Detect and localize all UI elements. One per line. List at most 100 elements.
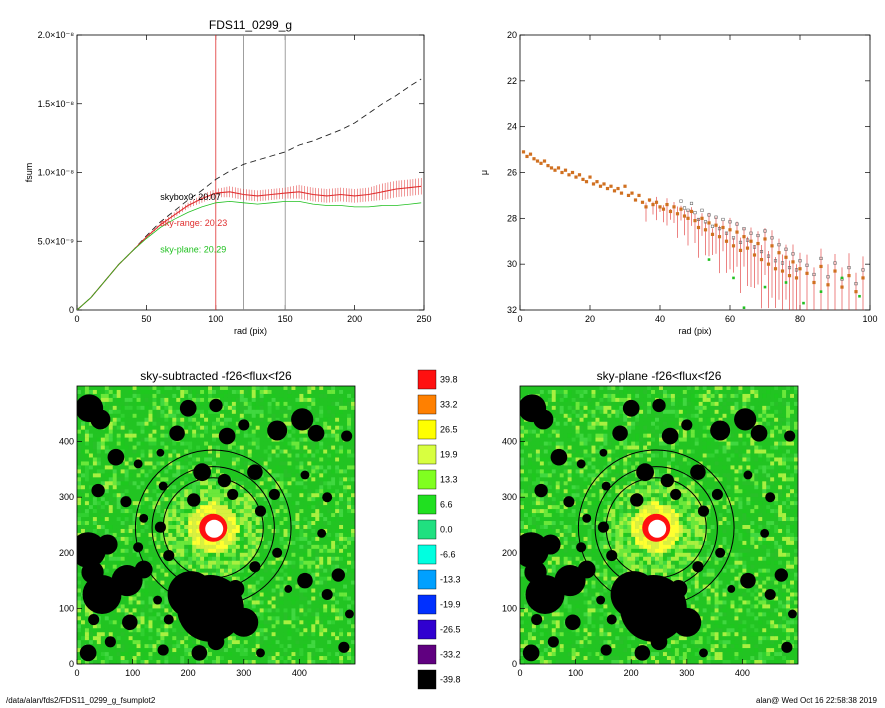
image-pixel bbox=[148, 393, 153, 399]
image-pixel bbox=[168, 580, 173, 585]
plot-area bbox=[77, 35, 422, 310]
image-pixel bbox=[148, 532, 153, 538]
data-point-sky-plane bbox=[819, 290, 823, 293]
image-pixel bbox=[227, 453, 233, 458]
image-pixel bbox=[247, 481, 252, 486]
image-pixel bbox=[331, 401, 336, 407]
image-pixel bbox=[156, 393, 161, 399]
image-pixel bbox=[295, 536, 300, 542]
image-pixel bbox=[172, 521, 177, 526]
image-pixel bbox=[223, 509, 229, 514]
image-pixel bbox=[303, 624, 308, 629]
image-pixel bbox=[283, 405, 288, 411]
image-pixel bbox=[279, 389, 284, 395]
image-pixel bbox=[156, 397, 161, 403]
image-pixel bbox=[231, 532, 237, 538]
image-pixel bbox=[331, 544, 336, 550]
image-pixel bbox=[251, 461, 256, 466]
image-pixel bbox=[311, 485, 316, 490]
image-pixel bbox=[243, 449, 248, 454]
image-pixel bbox=[239, 457, 244, 462]
image-pixel bbox=[128, 604, 133, 609]
image-pixel bbox=[148, 580, 153, 585]
image-pixel bbox=[291, 568, 296, 573]
image-pixel bbox=[180, 528, 185, 534]
image-pixel bbox=[80, 517, 86, 522]
image-pixel bbox=[92, 386, 98, 391]
image-pixel bbox=[124, 389, 129, 395]
image-pixel bbox=[180, 437, 185, 442]
image-pixel bbox=[188, 417, 193, 422]
image-pixel bbox=[108, 552, 113, 557]
image-pixel bbox=[327, 441, 332, 446]
image-pixel bbox=[152, 636, 157, 641]
image-pixel bbox=[152, 572, 157, 577]
image-pixel bbox=[323, 445, 328, 450]
image-pixel bbox=[311, 640, 316, 645]
image-pixel bbox=[77, 584, 82, 589]
image-pixel bbox=[116, 521, 121, 526]
image-pixel bbox=[287, 501, 292, 506]
image-pixel bbox=[275, 652, 280, 657]
image-pixel bbox=[168, 497, 173, 502]
image-pixel bbox=[200, 505, 205, 510]
image-pixel bbox=[84, 620, 90, 625]
image-pixel bbox=[259, 656, 264, 661]
image-pixel bbox=[156, 660, 161, 664]
image-pixel bbox=[204, 497, 209, 502]
image-pixel bbox=[303, 544, 308, 550]
image-pixel bbox=[299, 489, 304, 494]
image-pixel bbox=[216, 493, 221, 498]
image-pixel bbox=[219, 461, 225, 466]
image-pixel bbox=[184, 425, 189, 430]
image-pixel bbox=[287, 596, 292, 601]
image-pixel bbox=[176, 405, 181, 411]
image-pixel bbox=[271, 525, 276, 530]
image-pixel bbox=[172, 457, 177, 462]
image-pixel bbox=[303, 592, 308, 597]
image-pixel bbox=[208, 386, 213, 391]
image-pixel bbox=[219, 413, 225, 418]
y-tick-label: 2.0×10⁻⁸ bbox=[38, 30, 75, 40]
image-pixel bbox=[152, 616, 157, 621]
image-pixel bbox=[77, 620, 82, 625]
image-pixel bbox=[176, 393, 181, 399]
image-pixel bbox=[152, 493, 157, 498]
image-pixel bbox=[223, 413, 229, 418]
image-pixel bbox=[116, 540, 121, 546]
image-pixel bbox=[295, 461, 300, 466]
image-pixel bbox=[112, 632, 117, 637]
image-pixel bbox=[331, 509, 336, 514]
image-pixel bbox=[164, 560, 169, 565]
image-pixel bbox=[283, 652, 288, 657]
image-pixel bbox=[88, 628, 94, 633]
image-pixel bbox=[235, 485, 241, 490]
image-pixel bbox=[212, 445, 217, 450]
image-pixel bbox=[235, 517, 241, 522]
image-pixel bbox=[100, 648, 105, 653]
image-pixel bbox=[331, 493, 336, 498]
image-pixel bbox=[259, 568, 264, 573]
image-pixel bbox=[223, 652, 229, 657]
image-pixel bbox=[116, 656, 121, 661]
image-pixel bbox=[156, 445, 161, 450]
image-pixel bbox=[271, 401, 276, 407]
image-pixel bbox=[255, 572, 260, 577]
image-pixel bbox=[192, 560, 197, 565]
image-pixel bbox=[140, 556, 145, 561]
image-pixel bbox=[204, 481, 209, 486]
image-pixel bbox=[283, 648, 288, 653]
image-pixel bbox=[96, 457, 102, 462]
image-pixel bbox=[128, 493, 133, 498]
image-pixel bbox=[311, 405, 316, 411]
image-pixel bbox=[168, 405, 173, 411]
image-pixel bbox=[77, 429, 82, 434]
image-pixel bbox=[315, 401, 320, 407]
image-pixel bbox=[196, 540, 201, 546]
image-pixel bbox=[164, 409, 169, 414]
image-pixel bbox=[267, 596, 272, 601]
image-pixel bbox=[323, 401, 328, 407]
image-pixel bbox=[263, 525, 268, 530]
image-pixel bbox=[144, 473, 149, 478]
image-pixel bbox=[219, 509, 225, 514]
